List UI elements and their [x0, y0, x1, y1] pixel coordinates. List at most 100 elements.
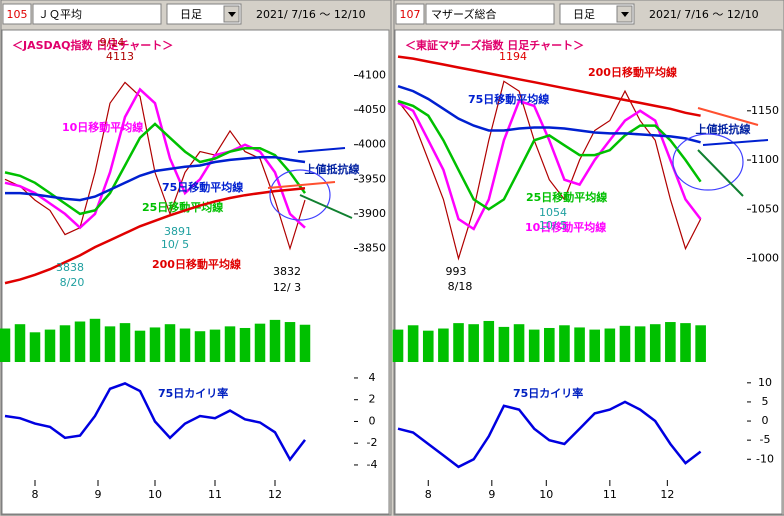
trend-line: [697, 149, 744, 197]
trend-line: [299, 194, 353, 219]
annotation: 12/ 3: [273, 281, 301, 294]
volume-bar: [392, 329, 404, 362]
x-tick-label: 9: [488, 488, 495, 501]
moving-average-line: [397, 85, 701, 144]
name-box: [32, 3, 162, 25]
y-tick-label: 1150: [751, 104, 779, 117]
volume-bar: [284, 322, 296, 362]
y-tick-label: 3950: [358, 172, 386, 185]
volume-bar: [619, 325, 631, 362]
volume-bar: [649, 324, 661, 362]
volume-bar: [194, 331, 206, 362]
name: マザーズ総合: [431, 7, 496, 21]
volume-bar: [119, 323, 131, 362]
annotation: 1054: [539, 206, 567, 219]
code: 107: [400, 8, 421, 21]
annotation: 10/ 5: [539, 219, 567, 232]
indicator-title: 75日カイリ率: [158, 386, 228, 400]
ma-label: 200日移動平均線: [152, 257, 241, 271]
y-tick-label: -4: [367, 458, 378, 471]
annotation: 上値抵抗線: [305, 162, 360, 176]
volume-bar: [254, 323, 266, 362]
name: ＪＱ平均: [38, 8, 82, 21]
x-tick-label: 12: [660, 488, 674, 501]
annotation: 8/18: [448, 280, 473, 293]
chart-title: ＜JASDAQ指数 日足チャート＞: [12, 38, 173, 52]
y-tick-label: 4: [369, 371, 376, 384]
annotation: 3838: [56, 261, 84, 274]
y-tick-label: 4050: [358, 103, 386, 116]
moving-average-line: [5, 155, 306, 202]
code-box: [2, 3, 32, 25]
period-select[interactable]: [559, 3, 635, 25]
volume-bar: [634, 326, 646, 362]
trend-line: [297, 147, 346, 153]
highlight-ellipse: [672, 133, 744, 191]
volume-bar: [239, 327, 251, 362]
chart-title: ＜東証マザーズ指数 日足チャート＞: [405, 38, 584, 52]
volume-bar: [468, 324, 479, 362]
period: 日足: [180, 8, 202, 21]
volume-bar: [149, 327, 161, 362]
ma-label: 25日移動平均線: [526, 190, 607, 204]
volume-bar: [604, 328, 616, 362]
y-tick-label: 4100: [358, 69, 386, 82]
volume-bar: [589, 329, 601, 362]
moving-average-line: [397, 55, 701, 117]
volume-bar: [299, 324, 311, 362]
period-select[interactable]: [166, 3, 242, 25]
code-box: [395, 3, 425, 25]
trend-line: [697, 107, 759, 126]
y-tick-label: 1000: [751, 251, 779, 264]
annotation: 4113: [106, 50, 134, 63]
volume-bar: [14, 324, 26, 362]
volume-bar: [269, 319, 281, 362]
annotation: 993: [446, 265, 467, 278]
y-tick-label: 10: [758, 376, 772, 389]
dropdown-arrow: [621, 12, 629, 17]
x-tick-label: 8: [32, 488, 39, 501]
x-tick-label: 11: [603, 488, 617, 501]
y-tick-label: 3900: [358, 207, 386, 220]
ma-label: 10日移動平均線: [525, 220, 606, 234]
x-tick-label: 8: [425, 488, 432, 501]
ma-label: 75日移動平均線: [468, 92, 549, 106]
x-tick-label: 11: [208, 488, 222, 501]
annotation: 3891: [164, 225, 192, 238]
annotation: 9/14: [100, 36, 125, 49]
volume-bar: [574, 327, 585, 362]
ma-label: 10日移動平均線: [62, 120, 143, 134]
moving-average-line: [4, 187, 306, 285]
volume-bar: [453, 323, 464, 362]
volume-bar: [29, 332, 41, 362]
volume-bar: [407, 325, 419, 362]
volume-bar: [528, 329, 540, 362]
volume-bar: [680, 323, 691, 362]
volume-bar: [695, 325, 706, 362]
volume-bar: [665, 322, 676, 362]
annotation: 3832: [273, 265, 301, 278]
volume-bar: [544, 327, 555, 362]
deviation-line: [4, 382, 306, 462]
period: 日足: [573, 8, 595, 21]
x-tick-label: 10: [539, 488, 553, 501]
volume-bar: [224, 326, 236, 362]
y-tick-label: 1100: [751, 153, 779, 166]
highlight-ellipse: [269, 169, 331, 221]
y-tick-label: 0: [369, 414, 376, 427]
date-range: 2021/ 7/16 ～ 12/10: [256, 8, 366, 21]
volume-bar: [513, 324, 525, 362]
volume-bar: [209, 329, 221, 362]
volume-bar: [134, 330, 146, 362]
volume-bar: [59, 325, 71, 362]
volume-bar: [559, 325, 570, 362]
volume-bar: [422, 330, 434, 362]
annotation: 8/20: [60, 276, 85, 289]
trend-line: [267, 181, 336, 189]
code: 105: [7, 8, 28, 21]
moving-average-line: [397, 99, 702, 231]
volume-bar: [498, 326, 510, 362]
price-line: [4, 81, 306, 251]
